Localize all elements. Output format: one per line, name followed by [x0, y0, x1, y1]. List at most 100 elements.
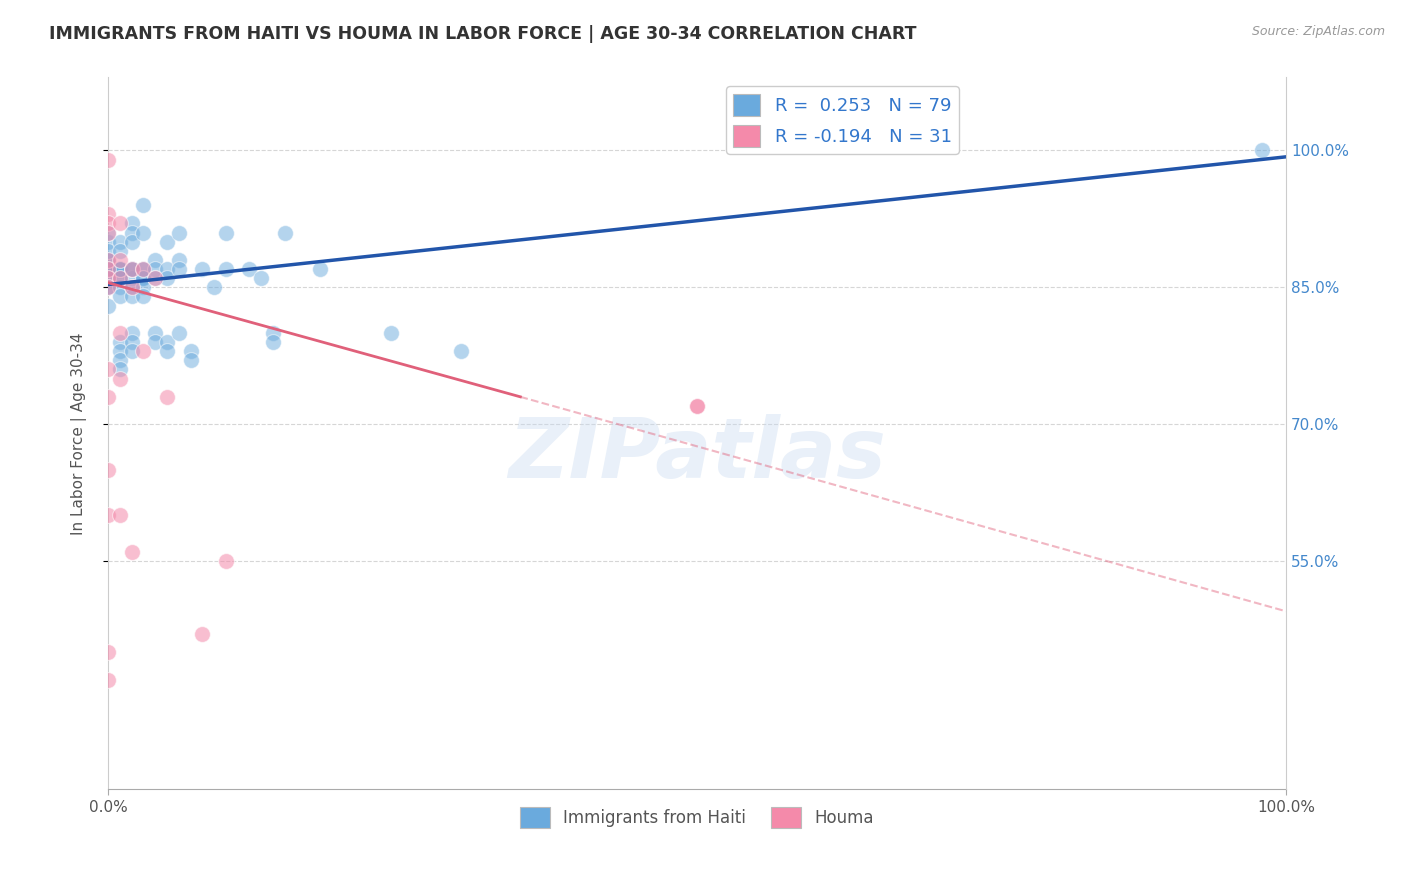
Point [108, 262, 131, 277]
Point [143, 252, 166, 267]
Point [167, 226, 190, 240]
Text: IMMIGRANTS FROM HAITI VS HOUMA IN LABOR FORCE | AGE 30-34 CORRELATION CHART: IMMIGRANTS FROM HAITI VS HOUMA IN LABOR … [49, 25, 917, 43]
Point [108, 508, 131, 523]
Point [97, 262, 120, 277]
Point [108, 244, 131, 258]
Point [108, 252, 131, 267]
Point [180, 344, 202, 359]
Point [97, 390, 120, 404]
Point [97, 262, 120, 277]
Point [97, 262, 120, 277]
Point [121, 262, 143, 277]
Point [97, 673, 120, 687]
Point [97, 280, 120, 294]
Point [97, 463, 120, 477]
Point [167, 262, 190, 277]
Point [97, 244, 120, 258]
Point [380, 326, 402, 340]
Point [121, 271, 143, 285]
Point [97, 262, 120, 277]
Point [108, 271, 131, 285]
Point [143, 334, 166, 349]
Point [97, 280, 120, 294]
Point [97, 252, 120, 267]
Point [156, 235, 179, 249]
Point [108, 262, 131, 277]
Point [215, 554, 238, 568]
Point [167, 252, 190, 267]
Point [274, 226, 297, 240]
Point [121, 217, 143, 231]
Point [156, 262, 179, 277]
Point [121, 235, 143, 249]
Point [97, 645, 120, 659]
Point [108, 262, 131, 277]
Point [450, 344, 472, 359]
Point [121, 334, 143, 349]
Point [121, 280, 143, 294]
Point [108, 262, 131, 277]
Point [121, 545, 143, 559]
Point [215, 262, 238, 277]
Point [132, 289, 155, 303]
Point [132, 198, 155, 212]
Point [121, 289, 143, 303]
Point [143, 271, 166, 285]
Text: ZIPatlas: ZIPatlas [508, 414, 886, 495]
Point [97, 207, 120, 221]
Point [156, 334, 179, 349]
Y-axis label: In Labor Force | Age 30-34: In Labor Force | Age 30-34 [72, 332, 87, 534]
Point [108, 271, 131, 285]
Point [121, 326, 143, 340]
Point [97, 508, 120, 523]
Point [238, 262, 260, 277]
Point [1251, 144, 1274, 158]
Point [262, 326, 284, 340]
Point [97, 252, 120, 267]
Point [132, 262, 155, 277]
Point [97, 271, 120, 285]
Point [108, 353, 131, 368]
Point [215, 226, 238, 240]
Point [202, 280, 225, 294]
Point [132, 226, 155, 240]
Text: Source: ZipAtlas.com: Source: ZipAtlas.com [1251, 25, 1385, 38]
Point [156, 271, 179, 285]
Point [121, 344, 143, 359]
Point [108, 326, 131, 340]
Point [132, 271, 155, 285]
Point [156, 390, 179, 404]
Point [108, 235, 131, 249]
Point [97, 362, 120, 376]
Point [132, 271, 155, 285]
Point [132, 344, 155, 359]
Point [121, 280, 143, 294]
Legend: Immigrants from Haiti, Houma: Immigrants from Haiti, Houma [513, 801, 880, 834]
Point [143, 271, 166, 285]
Point [108, 280, 131, 294]
Point [686, 399, 709, 413]
Point [191, 627, 214, 641]
Point [686, 399, 709, 413]
Point [97, 280, 120, 294]
Point [262, 334, 284, 349]
Point [156, 344, 179, 359]
Point [108, 334, 131, 349]
Point [97, 252, 120, 267]
Point [97, 262, 120, 277]
Point [121, 262, 143, 277]
Point [108, 289, 131, 303]
Point [108, 362, 131, 376]
Point [143, 326, 166, 340]
Point [121, 262, 143, 277]
Point [97, 271, 120, 285]
Point [132, 262, 155, 277]
Point [191, 262, 214, 277]
Point [97, 262, 120, 277]
Point [97, 226, 120, 240]
Point [108, 217, 131, 231]
Point [108, 371, 131, 385]
Point [97, 226, 120, 240]
Point [132, 262, 155, 277]
Point [167, 326, 190, 340]
